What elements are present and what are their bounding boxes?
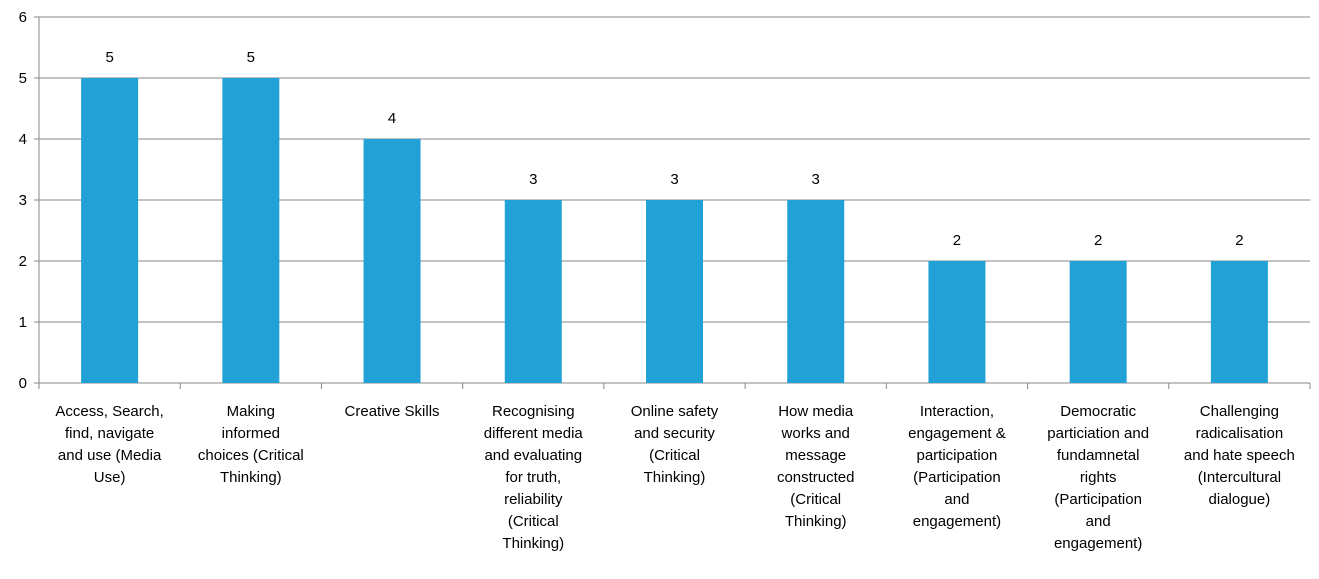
x-category-label: How media works and message constructed (Cri…	[777, 403, 855, 530]
data-label: 2	[1235, 232, 1243, 249]
x-category-label: Democratic particiation and fundamnetal rig…	[1047, 403, 1149, 552]
y-tick-label: 4	[19, 131, 27, 148]
bar	[222, 78, 280, 383]
y-axis-ticks: 0 1 2 3 4 5 6	[19, 9, 27, 392]
x-category-label: Making informed choices (Critical Thinking)	[198, 403, 304, 486]
bar	[928, 261, 986, 383]
data-label: 3	[670, 171, 678, 188]
bars	[81, 78, 1268, 383]
bar	[1210, 261, 1268, 383]
data-label: 3	[812, 171, 820, 188]
y-tick-label: 3	[19, 192, 27, 209]
x-category-label: Access, Search, find, navigate and use (Me…	[55, 403, 163, 486]
data-label: 3	[529, 171, 537, 188]
x-category-label: Challenging radicalisation and hate speech…	[1184, 403, 1295, 508]
x-category-label: Creative Skills	[345, 403, 440, 420]
x-category-label: Recognising different media and evaluating…	[484, 403, 584, 552]
x-axis-categories: Access, Search, find, navigate and use (Me…	[55, 403, 1294, 552]
bar	[363, 139, 421, 383]
bar	[504, 200, 562, 383]
y-tick-label: 5	[19, 70, 27, 87]
data-label: 5	[247, 49, 255, 66]
data-label: 4	[388, 110, 396, 127]
y-tick-label: 6	[19, 9, 27, 26]
bar	[646, 200, 703, 383]
x-category-label: Interaction, engagement & participation (Pa…	[908, 403, 1006, 530]
bar	[1069, 261, 1127, 383]
data-label: 2	[953, 232, 961, 249]
data-label: 5	[105, 49, 113, 66]
y-tick-label: 1	[19, 314, 27, 331]
y-tick-label: 2	[19, 253, 27, 270]
x-category-label: Online safety and security (Critical Thinki…	[631, 403, 719, 486]
bar	[787, 200, 845, 383]
data-label: 2	[1094, 232, 1102, 249]
y-tick-label: 0	[19, 375, 27, 392]
data-labels: 5 5 4 3 3 3 2 2 2	[105, 49, 1243, 249]
bar	[81, 78, 139, 383]
